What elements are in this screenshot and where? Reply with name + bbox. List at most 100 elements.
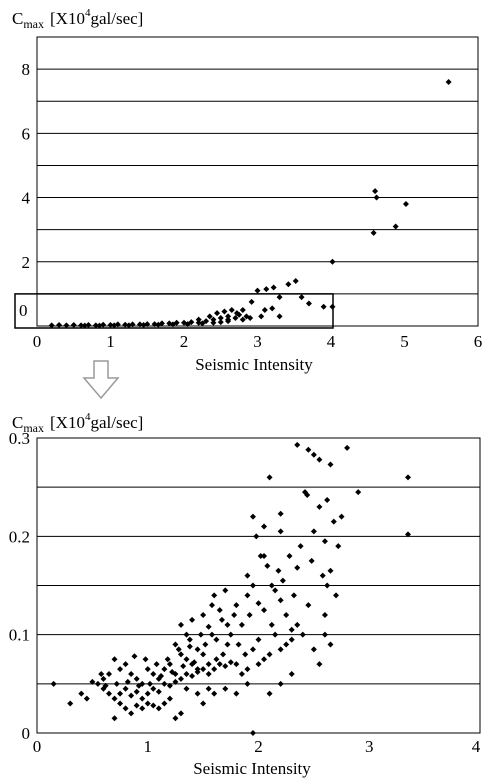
bottom-point: [280, 578, 286, 584]
bottom-point: [219, 617, 225, 623]
top-x-tick-label: 1: [106, 332, 115, 351]
bottom-chart: Cmax [X104gal/sec] 00.10.20.3 01234 Seism…: [9, 411, 481, 778]
bottom-point: [139, 705, 145, 711]
bottom-point: [289, 671, 295, 677]
bottom-point: [180, 663, 186, 669]
bottom-point: [298, 543, 304, 549]
bottom-point: [178, 622, 184, 628]
bottom-point: [147, 681, 153, 687]
bottom-point: [339, 514, 345, 520]
bottom-points: [51, 442, 411, 736]
bottom-point: [267, 691, 273, 697]
bottom-point: [242, 651, 248, 657]
bottom-point: [128, 671, 134, 677]
bottom-point: [128, 693, 134, 699]
bottom-point: [123, 686, 129, 692]
bottom-point: [311, 452, 317, 458]
bottom-point: [278, 511, 284, 517]
bottom-x-tick-label: 4: [472, 737, 481, 756]
top-point: [371, 230, 377, 236]
top-y-tick-label: 8: [22, 60, 31, 79]
bottom-point: [150, 702, 156, 708]
bottom-point: [250, 514, 256, 520]
top-point: [277, 313, 283, 319]
bottom-point: [269, 622, 275, 628]
bottom-point: [178, 710, 184, 716]
top-y-tick-label: 2: [22, 253, 31, 272]
bottom-point: [267, 474, 273, 480]
bottom-point: [316, 661, 322, 667]
bottom-point: [278, 681, 284, 687]
bottom-point: [261, 524, 267, 530]
top-point: [255, 288, 261, 294]
bottom-point: [206, 671, 212, 677]
top-point: [277, 294, 283, 300]
bottom-point: [344, 445, 350, 451]
top-point: [218, 319, 224, 325]
top-y-tick-label: 4: [22, 189, 31, 208]
bottom-point: [78, 691, 84, 697]
bottom-point: [250, 583, 256, 589]
bottom-x-tick-label: 2: [254, 737, 263, 756]
bottom-point: [213, 637, 219, 643]
bottom-point: [244, 573, 250, 579]
bottom-point: [211, 691, 217, 697]
bottom-point: [289, 627, 295, 633]
bottom-point: [112, 715, 118, 721]
top-point: [210, 320, 216, 326]
bottom-point: [143, 656, 149, 662]
bottom-point: [253, 533, 259, 539]
bottom-point: [239, 622, 245, 628]
bottom-point: [117, 701, 123, 707]
top-point: [293, 278, 299, 284]
bottom-point: [67, 701, 73, 707]
bottom-point: [244, 592, 250, 598]
top-ylabel: Cmax [X104gal/sec]: [12, 7, 143, 31]
bottom-point: [294, 622, 300, 628]
top-xlabel: Seismic Intensity: [195, 355, 313, 374]
bottom-point: [117, 691, 123, 697]
bottom-point: [324, 583, 330, 589]
top-point: [258, 313, 264, 319]
top-point: [299, 294, 305, 300]
bottom-x-tick-label: 3: [365, 737, 374, 756]
bottom-point: [239, 671, 245, 677]
bottom-point: [161, 681, 167, 687]
bottom-point: [206, 624, 212, 630]
bottom-point: [322, 612, 328, 618]
bottom-point: [278, 646, 284, 652]
bottom-ylabel: Cmax [X104gal/sec]: [12, 411, 143, 435]
bottom-point: [327, 642, 333, 648]
bottom-point: [324, 497, 330, 503]
bottom-point: [272, 587, 278, 593]
bottom-point: [256, 600, 262, 606]
bottom-point: [117, 666, 123, 672]
bottom-y-tick-label: 0.2: [9, 527, 30, 546]
bottom-point: [224, 642, 230, 648]
bottom-point: [211, 592, 217, 598]
top-point: [374, 195, 380, 201]
bottom-point: [167, 696, 173, 702]
bottom-point: [156, 689, 162, 695]
bottom-point: [233, 602, 239, 608]
bottom-point: [261, 656, 267, 662]
top-gridlines: [37, 37, 478, 294]
top-point: [214, 310, 220, 316]
bottom-point: [261, 607, 267, 613]
top-point: [221, 309, 227, 315]
bottom-point: [305, 602, 311, 608]
bottom-point: [217, 661, 223, 667]
top-x-tick-label: 5: [400, 332, 409, 351]
bottom-point: [244, 666, 250, 672]
bottom-x-tick-label: 0: [33, 737, 42, 756]
bottom-point: [189, 673, 195, 679]
bottom-point: [134, 702, 140, 708]
bottom-point: [202, 642, 208, 648]
bottom-point: [233, 661, 239, 667]
bottom-point: [220, 651, 226, 657]
bottom-point: [150, 671, 156, 677]
bottom-point: [355, 489, 361, 495]
top-x-tick-label: 6: [474, 332, 483, 351]
bottom-point: [405, 474, 411, 480]
bottom-point: [184, 632, 190, 638]
